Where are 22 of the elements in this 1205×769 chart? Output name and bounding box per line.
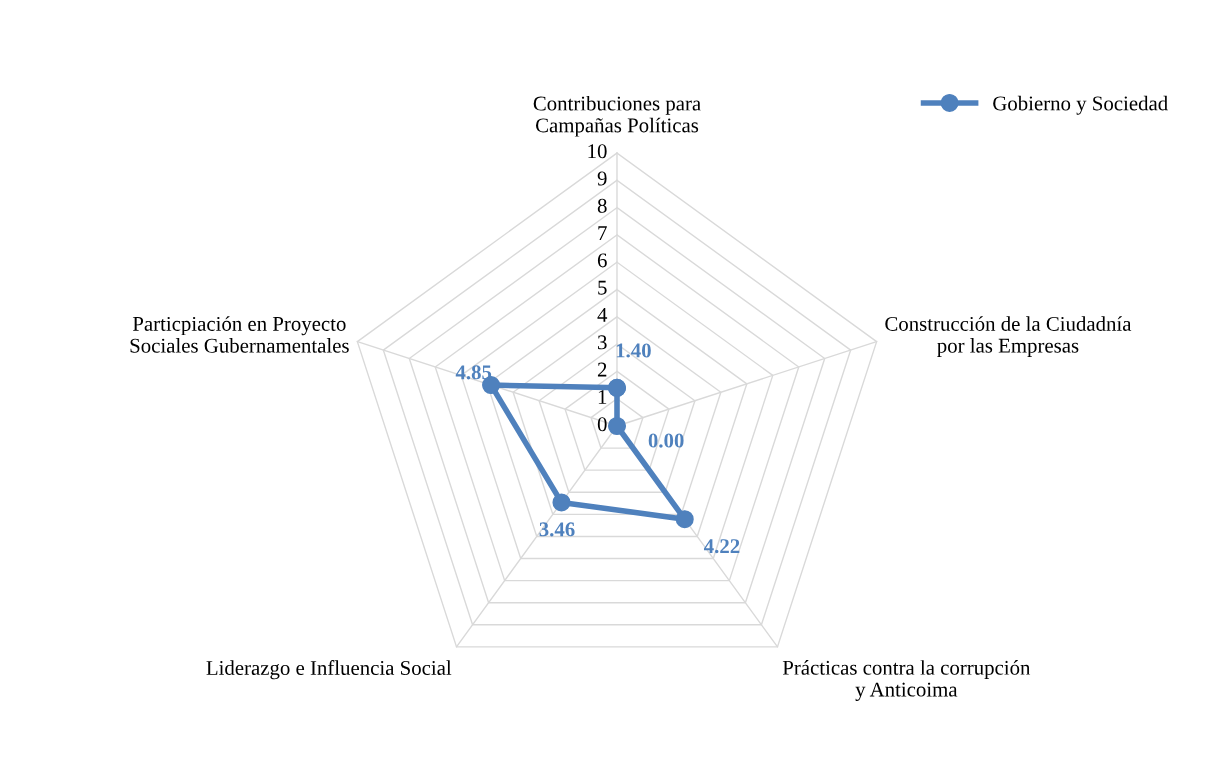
y-tick-label: 9 [597,171,607,186]
y-tick-label: 3 [598,335,607,350]
y-tick-label: 4 [597,308,608,322]
spoke-label: Prácticas contra la corrupción y Anticoima [782,660,1031,701]
data-label: 4.85 [455,365,492,380]
y-tick-label: 2 [597,362,607,377]
data-label: 0.00 [648,433,684,448]
y-tick-label: 6 [597,253,607,268]
y-tick-label: 5 [598,280,607,295]
spoke-label: Liderazgo e Influencia Social [206,660,452,680]
data-label: 4.22 [704,539,740,554]
y-tick-label: 10 [588,144,607,159]
data-label: 1.40 [616,343,651,358]
spoke-label: Contribuciones para Campañas Políticas [533,95,701,137]
y-tick-label: 0 [597,417,607,432]
y-tick-label: 8 [597,198,607,213]
y-tick-label: 7 [598,226,607,240]
data-label: 3.46 [539,522,575,537]
spoke-label: Particpiación en Proyecto Sociales Gubernamentales [130,316,349,353]
legend-label: Gobierno y Sociedad [993,95,1168,115]
spoke-label: Construcción de la Ciudadnía por las Empresas [885,316,1132,357]
y-tick-label: 1 [598,389,607,404]
